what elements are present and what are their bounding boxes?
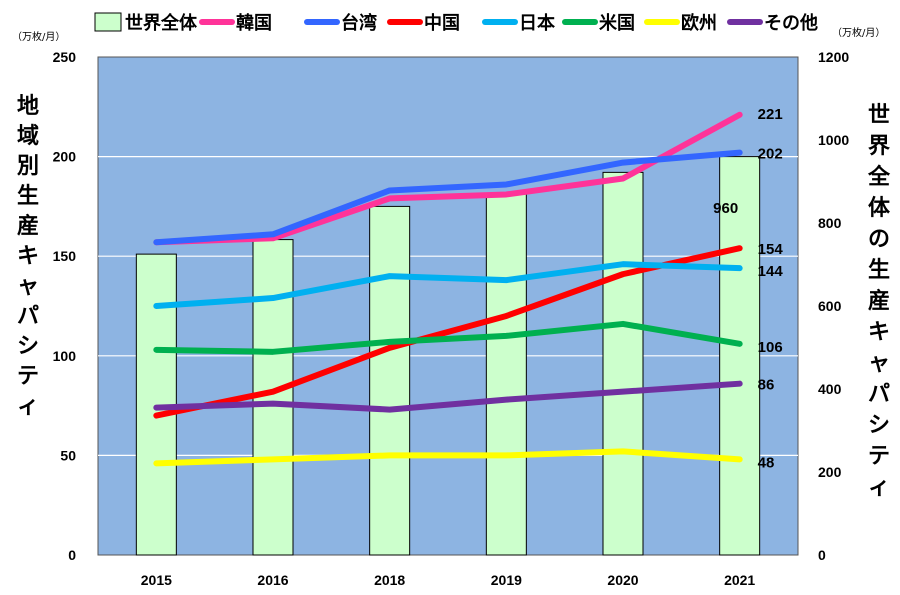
left-axis-label-char: 地 — [17, 94, 39, 119]
x-tick-label: 2018 — [374, 572, 405, 588]
left-axis-label-char: 生 — [17, 184, 39, 209]
data-label-韓国: 221 — [758, 106, 783, 123]
left-axis-label-char: パ — [17, 304, 39, 329]
bar-2021 — [719, 156, 761, 556]
right-axis-label-char: キ — [868, 320, 890, 345]
legend-label-韓国: 韓国 — [236, 12, 272, 34]
left-tick-label: 100 — [53, 348, 77, 364]
data-label-中国: 154 — [758, 241, 784, 258]
legend-label-台湾: 台湾 — [341, 12, 377, 34]
legend: 世界全体 韓国 台湾 中国 日本 米国 欧州 その他 — [94, 12, 818, 34]
x-axis: 2015 2016 2018 2019 2020 2021 — [141, 572, 756, 588]
x-tick-label: 2019 — [491, 572, 522, 588]
left-axis-label-char: 産 — [17, 213, 39, 239]
data-label-米国: 106 — [758, 339, 783, 356]
bar-2019 — [485, 193, 527, 556]
bar-2020 — [602, 171, 644, 556]
legend-swatch-世界全体 — [94, 12, 122, 32]
right-axis-label-char: パ — [868, 382, 890, 407]
left-tick-label: 200 — [53, 149, 77, 165]
left-tick-label: 150 — [53, 248, 77, 264]
left-axis-unit: （万枚/月） — [12, 30, 65, 43]
legend-label-欧州: 欧州 — [681, 12, 717, 34]
right-axis-label-char: シ — [868, 413, 890, 438]
left-axis-label-char: 別 — [17, 154, 39, 179]
x-tick-label: 2015 — [141, 572, 172, 588]
left-axis-label-char: ャ — [17, 274, 39, 299]
line-台湾 — [153, 149, 743, 246]
left-axis-label-char: テ — [17, 364, 39, 389]
data-label-日本: 144 — [758, 263, 784, 280]
data-label-その他: 86 — [758, 377, 775, 394]
plot-background — [97, 56, 799, 556]
right-tick-label: 200 — [818, 464, 842, 480]
x-tick-label: 2020 — [607, 572, 638, 588]
legend-label-米国: 米国 — [599, 12, 635, 34]
line-中国 — [153, 245, 743, 419]
right-axis-label-char: ャ — [868, 351, 890, 376]
right-axis-unit: （万枚/月） — [832, 26, 885, 39]
right-axis-label-char: 界 — [868, 134, 890, 159]
legend-label-日本: 日本 — [519, 12, 555, 34]
legend-label-その他: その他 — [764, 12, 818, 34]
data-labels: 221 202 154 144 106 48 86 960 — [713, 106, 783, 472]
right-tick-label: 0 — [818, 547, 826, 563]
left-tick-label: 50 — [60, 447, 76, 463]
right-axis-label-char: テ — [868, 444, 890, 469]
line-韓国 — [153, 111, 743, 246]
right-axis-label-char: 生 — [868, 258, 890, 283]
line-その他 — [153, 380, 743, 413]
right-tick-label: 600 — [818, 298, 842, 314]
right-tick-label: 800 — [818, 215, 842, 231]
right-axis-label-char: ィ — [868, 475, 890, 500]
right-tick-label: 1000 — [818, 132, 849, 148]
data-label-欧州: 48 — [758, 454, 775, 471]
right-axis-label-char: の — [868, 227, 890, 252]
right-axis-label-char: 全 — [867, 164, 891, 190]
left-tick-label: 250 — [53, 49, 77, 65]
line-米国 — [153, 320, 743, 355]
line-日本 — [153, 261, 743, 309]
right-axis-label-char: 産 — [868, 288, 890, 314]
line-欧州 — [153, 448, 743, 467]
left-axis-label-char: 域 — [17, 123, 39, 149]
plot-area — [97, 56, 799, 556]
right-axis-label-char: 世 — [868, 103, 890, 128]
x-tick-label: 2021 — [724, 572, 755, 588]
left-axis-label-char: ィ — [17, 394, 39, 419]
bar-data-label: 960 — [713, 200, 738, 217]
legend-label-世界全体: 世界全体 — [125, 12, 198, 34]
bar-2018 — [369, 205, 411, 556]
x-tick-label: 2016 — [257, 572, 288, 588]
right-tick-label: 400 — [818, 381, 842, 397]
legend-label-中国: 中国 — [424, 12, 460, 34]
left-tick-label: 0 — [68, 547, 76, 563]
right-axis-label-char: 体 — [868, 196, 891, 221]
data-label-台湾: 202 — [758, 146, 783, 163]
left-axis-label-char: キ — [17, 244, 39, 269]
left-axis-label-char: シ — [17, 334, 39, 359]
right-tick-label: 1200 — [818, 49, 849, 65]
